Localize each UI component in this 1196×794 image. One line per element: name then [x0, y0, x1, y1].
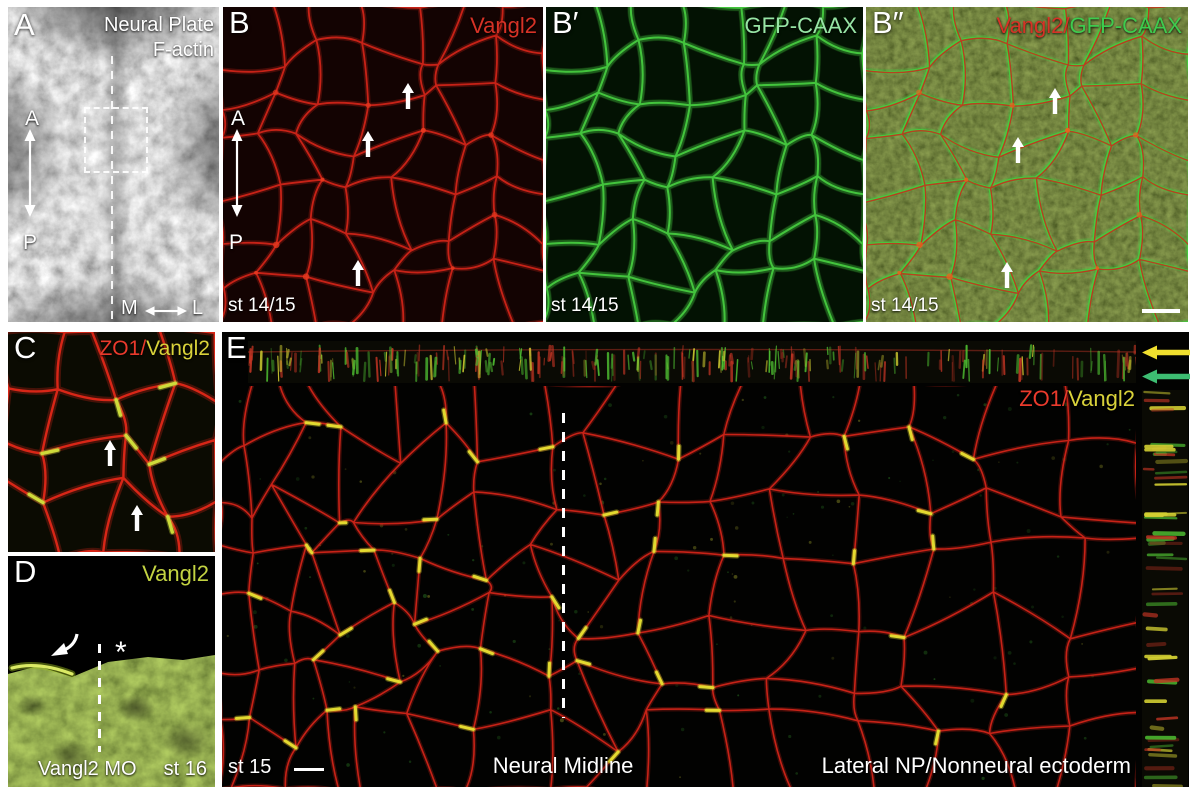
marker-green-text: GFP-CAAX	[1069, 13, 1182, 38]
panel-e-marker-label: ZO1/Vangl2	[1019, 386, 1135, 411]
panel-e-enface-image	[222, 386, 1136, 787]
marker-red-text: Vangl2	[996, 13, 1064, 38]
junction-pointer-arrow-icon	[1011, 137, 1025, 163]
panel-a-letter: A	[14, 7, 35, 42]
panel-a-axis-posterior: P	[23, 231, 38, 254]
panel-b-letter: B	[229, 7, 250, 40]
panel-d-asterisk: *	[115, 636, 127, 669]
panel-b-marker-label: Vangl2	[470, 13, 537, 38]
panel-a-axis-medial: M	[121, 297, 138, 319]
anterior-posterior-axis-arrow-icon	[23, 129, 37, 217]
panel-e-midline-dashed-line	[562, 413, 565, 718]
panel-d-treatment-label: Vangl2 MO	[38, 758, 137, 780]
panel-c-marker-label: ZO1/Vangl2	[99, 337, 210, 361]
marker-yellow-text: Vangl2	[146, 337, 210, 360]
junction-pointer-arrow-icon	[1048, 88, 1062, 114]
scale-bar	[1142, 309, 1180, 313]
marker-red-text: ZO1	[1019, 386, 1062, 411]
apical-level-yellow-arrow-icon	[1142, 345, 1190, 360]
marker-yellow-text: Vangl2	[1068, 386, 1135, 411]
panel-d-injection-boundary-dashed-line	[98, 644, 101, 752]
panel-c-letter: C	[14, 332, 37, 365]
panel-e-orthogonal-right-strip	[1142, 390, 1188, 787]
panel-a: A Neural Plate F-actin A P M L	[8, 7, 219, 322]
panel-b-prime-marker-label: GFP-CAAX	[744, 13, 857, 38]
junction-pointer-arrow-icon	[401, 83, 415, 109]
panel-a-title-line1: Neural Plate	[103, 14, 214, 36]
panel-e-caption-neural-midline: Neural Midline	[492, 753, 634, 778]
marker-separator: /	[1063, 13, 1070, 38]
panel-b-dprime-marker-label: Vangl2/GFP-CAAX	[997, 13, 1182, 38]
marker-red-text: ZO1	[99, 337, 141, 360]
panel-b-axis-posterior: P	[229, 231, 244, 254]
panel-e-orthogonal-top-strip	[248, 341, 1136, 383]
basal-level-green-arrow-icon	[1142, 369, 1190, 384]
panel-b-vangl2-image	[223, 7, 543, 322]
panel-b-dprime-stage-label: st 14/15	[871, 295, 939, 316]
junction-pointer-arrow-icon	[103, 440, 117, 466]
panel-b-axis-anterior: A	[231, 107, 246, 130]
panel-e-caption-lateral-np: Lateral NP/Nonneural ectoderm	[821, 753, 1131, 778]
panel-e-letter: E	[226, 332, 247, 365]
panel-a-axis-anterior: A	[25, 107, 40, 130]
medial-lateral-axis-arrow-icon	[145, 305, 187, 317]
panel-d-marker-label: Vangl2	[142, 561, 209, 586]
panel-a-axis-lateral: L	[192, 297, 204, 319]
panel-d-texture-overlay	[8, 651, 215, 787]
panel-b-dprime: B″ Vangl2/GFP-CAAX st 14/15	[866, 7, 1188, 322]
junction-pointer-arrow-icon	[361, 131, 375, 157]
panel-e-stage-label: st 15	[228, 756, 272, 778]
panel-b-prime: B′ GFP-CAAX st 14/15	[546, 7, 863, 322]
panel-b-prime-stage-label: st 14/15	[551, 295, 619, 316]
panel-d-stage-label: st 16	[163, 758, 207, 780]
panel-b: B Vangl2 A P st 14/15	[223, 7, 543, 322]
scale-bar	[294, 767, 324, 771]
panel-c-zo1-vangl2-image	[8, 332, 215, 552]
junction-pointer-arrow-icon	[130, 505, 144, 531]
panel-e: E ZO1/Vangl2 st 15 Neural Midline Latera…	[222, 332, 1189, 787]
bent-pointer-arrow-icon	[51, 633, 79, 656]
panel-b-dprime-letter: B″	[872, 7, 904, 40]
panel-b-prime-letter: B′	[552, 7, 579, 40]
panel-d-letter: D	[14, 556, 37, 589]
panel-a-title-line2: F-actin	[152, 39, 214, 61]
panel-a-vignette	[8, 7, 219, 322]
panel-d: D Vangl2 * Vangl2 MO st 16	[8, 556, 215, 787]
panel-b-dprime-merge-image	[866, 7, 1188, 322]
anterior-posterior-axis-arrow-icon	[230, 129, 244, 217]
marker-separator: /	[1062, 386, 1069, 411]
marker-separator: /	[140, 337, 147, 360]
panel-b-stage-label: st 14/15	[228, 295, 296, 316]
junction-pointer-arrow-icon	[351, 260, 365, 286]
junction-pointer-arrow-icon	[1000, 262, 1014, 288]
panel-a-midline-dashed-line	[111, 56, 113, 322]
panel-a-inset-box	[84, 107, 148, 173]
panel-c: C ZO1/Vangl2	[8, 332, 215, 552]
panel-b-prime-gfp-image	[546, 7, 863, 322]
